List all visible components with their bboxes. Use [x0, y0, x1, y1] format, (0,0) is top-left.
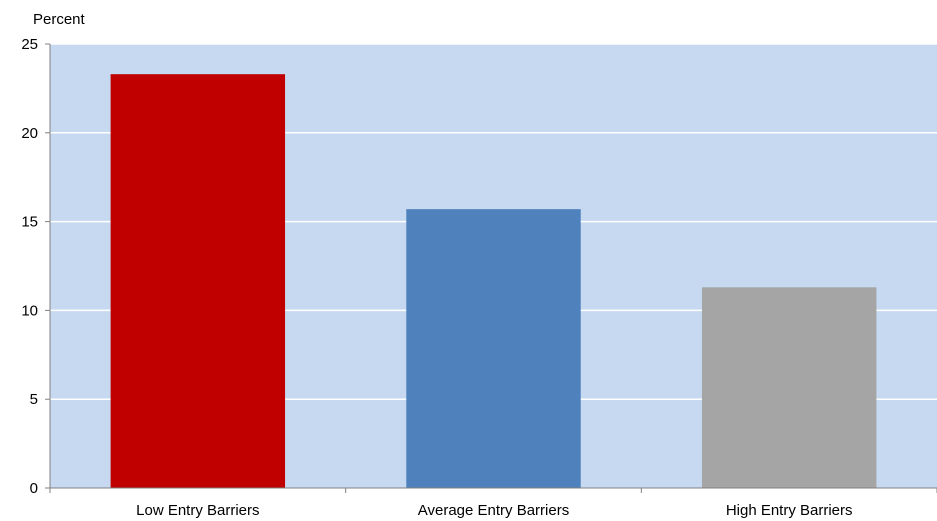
y-tick-label: 20 [21, 125, 38, 142]
y-axis-label: Percent [33, 11, 86, 28]
bars [110, 74, 877, 488]
y-tick-label: 15 [21, 214, 38, 231]
y-tick-label: 0 [30, 480, 38, 497]
bar [701, 287, 877, 488]
x-category-label: Average Entry Barriers [418, 502, 569, 519]
bar [406, 209, 581, 488]
x-categories: Low Entry Barriers Average Entry Barriers… [49, 488, 937, 519]
y-tick-label: 25 [21, 36, 38, 53]
x-category-label: Low Entry Barriers [136, 502, 259, 519]
x-category-label: High Entry Barriers [726, 502, 853, 519]
bar [110, 74, 286, 488]
y-tick-label: 5 [30, 391, 38, 408]
axes [49, 44, 937, 489]
y-ticks: 0 5 10 15 20 25 [21, 36, 50, 497]
y-tick-label: 10 [21, 302, 38, 319]
